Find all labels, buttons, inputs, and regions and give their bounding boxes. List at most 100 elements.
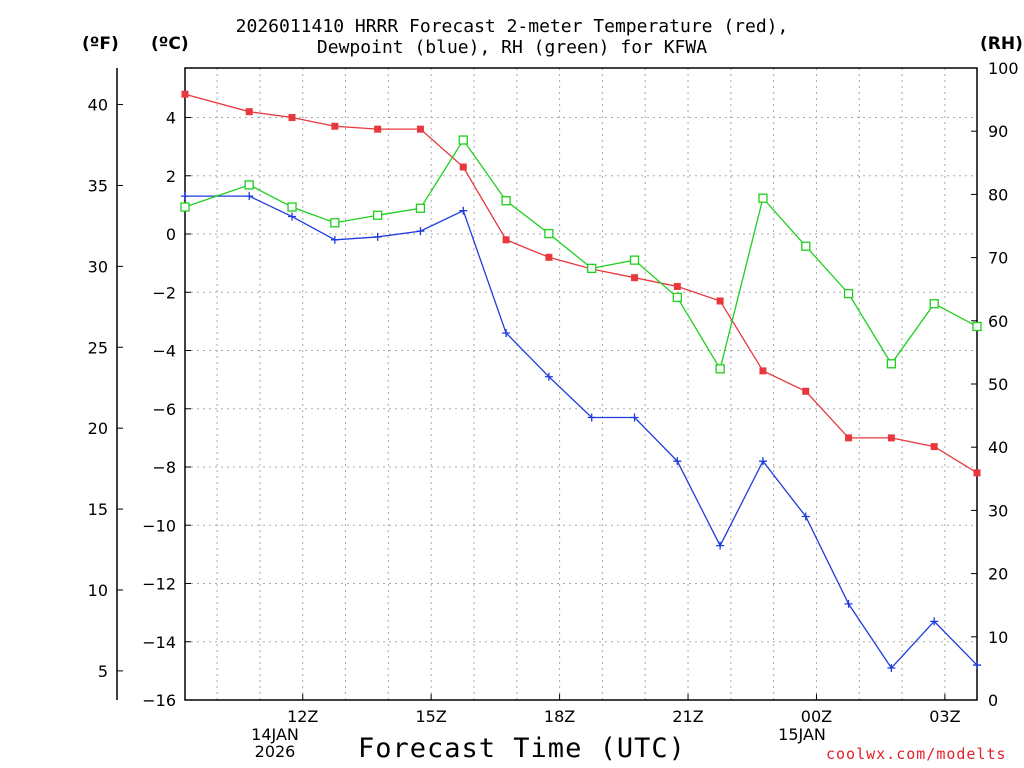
celsius-tick-label: −6 xyxy=(152,400,176,419)
celsius-unit-label: (ºC) xyxy=(151,34,189,54)
dewpoint-point xyxy=(245,192,254,201)
plot-frame xyxy=(184,67,978,701)
dewpoint-point xyxy=(801,512,810,521)
fahrenheit-tick-label: 10 xyxy=(88,581,108,600)
rh-tick-label: 70 xyxy=(988,249,1008,268)
dewpoint-point xyxy=(973,661,981,670)
dewpoint-point xyxy=(844,599,853,608)
temperature-point xyxy=(416,125,424,133)
rh-point xyxy=(672,292,682,303)
rh-tick-label: 30 xyxy=(988,501,1008,520)
temperature-point xyxy=(802,387,810,395)
temperature-point xyxy=(545,253,553,261)
rh-point xyxy=(843,288,854,299)
chart-title-line1: 2026011410 HRRR Forecast 2-meter Tempera… xyxy=(235,16,789,37)
temperature-point xyxy=(181,90,189,98)
celsius-tick-label: 4 xyxy=(166,109,176,128)
rh-tick-label: 100 xyxy=(988,59,1019,78)
x-axis-title: Forecast Time (UTC) xyxy=(358,733,686,764)
dewpoint-point xyxy=(181,192,189,201)
dewpoint-point xyxy=(502,329,511,338)
fahrenheit-tick-label: 15 xyxy=(88,500,108,519)
temperature-point xyxy=(631,274,639,282)
rh-point xyxy=(758,193,768,203)
dewpoint-point xyxy=(758,457,767,466)
rh-tick-label: 50 xyxy=(988,375,1008,394)
dewpoint-point xyxy=(373,232,382,241)
rh-point xyxy=(929,299,939,309)
dewpoint-point xyxy=(330,235,339,244)
fahrenheit-unit-label: (ºF) xyxy=(82,34,119,54)
celsius-tick-label: −16 xyxy=(142,691,176,710)
celsius-tick-label: 0 xyxy=(166,225,176,244)
rh-point xyxy=(886,359,897,369)
temperature-point xyxy=(673,282,681,290)
rh-tick-label: 10 xyxy=(988,628,1008,647)
temperature-point xyxy=(374,125,382,133)
axes: 510152025303540−16−14−12−10−8−6−4−202401… xyxy=(88,59,1019,726)
temperature-point xyxy=(459,163,467,171)
celsius-tick-label: −12 xyxy=(142,575,176,594)
temperature-point xyxy=(331,122,339,130)
rh-point xyxy=(372,210,383,220)
rh-point xyxy=(801,241,811,251)
temperature-point xyxy=(930,443,938,451)
x-tick-label: 00Z xyxy=(801,707,832,726)
rh-tick-label: 40 xyxy=(988,438,1008,457)
fahrenheit-tick-label: 25 xyxy=(88,338,108,357)
date-label-15jan-day: 15JAN xyxy=(778,725,826,744)
rh-point xyxy=(458,135,468,145)
rh-line xyxy=(184,138,978,371)
fahrenheit-tick-label: 5 xyxy=(98,662,108,681)
temperature-point xyxy=(716,297,724,305)
rh-point xyxy=(715,364,725,374)
celsius-tick-label: −8 xyxy=(152,458,176,477)
rh-point xyxy=(330,218,340,228)
temperature-point xyxy=(245,108,253,116)
fahrenheit-tick-label: 35 xyxy=(88,176,108,195)
rh-point xyxy=(244,180,254,190)
celsius-tick-label: −2 xyxy=(152,283,176,302)
fahrenheit-tick-label: 30 xyxy=(88,257,108,276)
rh-point xyxy=(629,255,640,265)
rh-point xyxy=(415,203,426,213)
rh-tick-label: 60 xyxy=(988,312,1008,331)
dewpoint-line xyxy=(185,195,978,670)
temperature-point xyxy=(502,236,510,244)
fahrenheit-tick-label: 40 xyxy=(88,96,108,115)
dewpoint-point xyxy=(673,457,682,466)
rh-tick-label: 0 xyxy=(988,691,998,710)
celsius-tick-label: −10 xyxy=(142,516,176,535)
x-tick-label: 12Z xyxy=(287,707,318,726)
chart-title-line2: Dewpoint (blue), RH (green) for KFWA xyxy=(316,37,708,58)
temperature-point xyxy=(759,367,767,375)
rh-point xyxy=(180,202,190,212)
dewpoint-point xyxy=(630,413,639,422)
dewpoint-point xyxy=(716,541,725,550)
celsius-tick-label: −14 xyxy=(142,633,176,652)
date-label-15jan: 15JAN xyxy=(772,726,832,743)
dewpoint-point xyxy=(416,227,425,236)
celsius-tick-label: 2 xyxy=(166,167,176,186)
rh-point xyxy=(544,228,554,239)
rh-point xyxy=(972,321,982,332)
dewpoint-point xyxy=(288,212,297,221)
temperature-line xyxy=(184,93,978,474)
rh-point xyxy=(501,196,511,206)
temperature-point xyxy=(288,114,296,122)
temperature-point xyxy=(973,469,981,477)
rh-point xyxy=(587,263,597,273)
fahrenheit-tick-label: 20 xyxy=(88,419,108,438)
celsius-tick-label: −4 xyxy=(152,342,176,361)
rh-unit-label: (RH) xyxy=(980,34,1023,54)
dewpoint-point xyxy=(544,372,553,381)
data-series xyxy=(180,90,982,672)
x-tick-label: 18Z xyxy=(544,707,575,726)
dewpoint-point xyxy=(459,206,468,215)
date-label-14jan: 14JAN 2026 xyxy=(245,726,305,760)
dewpoint-point xyxy=(887,663,896,672)
rh-tick-label: 80 xyxy=(988,185,1008,204)
credit-link[interactable]: coolwx.com/modelts xyxy=(826,745,1007,763)
date-label-14jan-year: 2026 xyxy=(254,742,296,761)
